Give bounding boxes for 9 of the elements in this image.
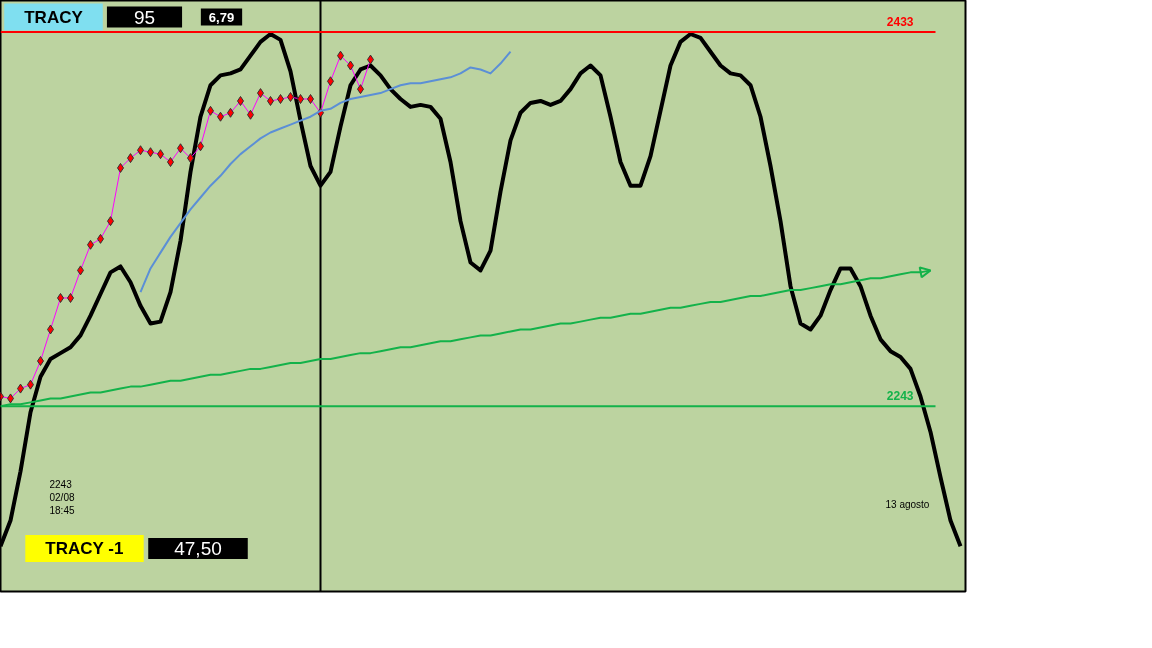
ref-line-label: 2433	[886, 15, 914, 30]
ref-line-label: 2243	[886, 389, 914, 404]
annotation: 13 agosto	[885, 498, 930, 510]
annotation: 2243 02/08 18:45	[49, 478, 75, 516]
annotation: 47,50	[174, 538, 222, 559]
annotation: TRACY	[24, 7, 84, 27]
annotation: 95	[133, 6, 156, 28]
annotation: TRACY -1	[45, 539, 124, 558]
annotation: 6,79	[208, 9, 235, 25]
